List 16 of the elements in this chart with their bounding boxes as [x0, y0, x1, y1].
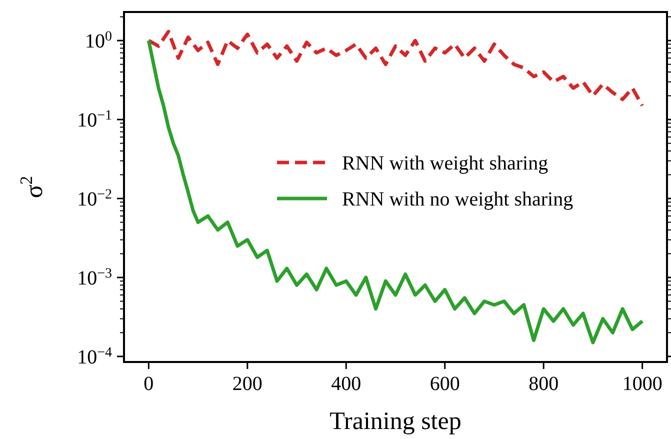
x-tick-label: 400	[331, 373, 362, 395]
line-series	[146, 38, 644, 344]
x-tick-label: 600	[430, 373, 460, 395]
y-tick-label: 10$^{−1}$	[77, 108, 112, 132]
x-axis-title: Training step	[330, 408, 462, 435]
x-tick-label: 800	[528, 373, 559, 395]
y-tick-label: 10$^{−3}$	[77, 266, 112, 290]
x-tick-label: 1000	[622, 373, 662, 395]
y-tick-label: 10$^{0}$	[85, 29, 112, 53]
x-tick-label: 0	[144, 373, 154, 395]
line-series	[146, 30, 644, 108]
legend-label: RNN with no weight sharing	[342, 188, 574, 210]
y-tick-label: 10$^{−4}$	[77, 344, 112, 368]
legend-label: RNN with weight sharing	[342, 152, 548, 174]
x-tick-label: 200	[232, 373, 262, 395]
y-tick-label: 10$^{−2}$	[77, 186, 112, 210]
